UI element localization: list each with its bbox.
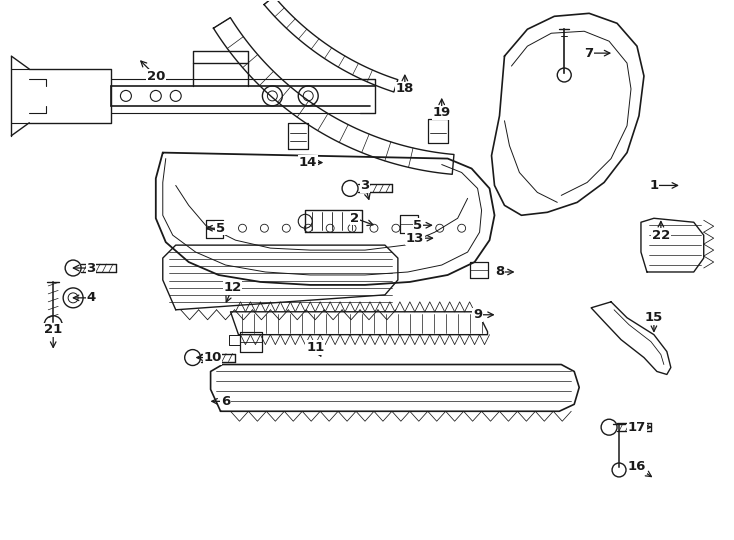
Text: 13: 13 bbox=[406, 232, 424, 245]
Text: 18: 18 bbox=[396, 83, 414, 96]
Text: 10: 10 bbox=[203, 351, 222, 364]
Text: 2: 2 bbox=[350, 212, 360, 225]
Text: 6: 6 bbox=[221, 395, 230, 408]
Text: 5: 5 bbox=[216, 222, 225, 235]
Text: 16: 16 bbox=[628, 461, 646, 474]
Text: 22: 22 bbox=[652, 228, 670, 242]
Text: 11: 11 bbox=[306, 341, 324, 354]
Text: 14: 14 bbox=[299, 156, 317, 169]
Text: 7: 7 bbox=[584, 46, 594, 59]
Text: 8: 8 bbox=[495, 266, 504, 279]
Text: 4: 4 bbox=[87, 292, 95, 305]
Text: 1: 1 bbox=[650, 179, 658, 192]
Text: 21: 21 bbox=[44, 323, 62, 336]
Text: 5: 5 bbox=[413, 219, 422, 232]
Text: 17: 17 bbox=[628, 421, 646, 434]
Text: 3: 3 bbox=[87, 261, 95, 274]
Text: 20: 20 bbox=[147, 70, 165, 83]
Text: 3: 3 bbox=[360, 179, 370, 192]
Text: 9: 9 bbox=[473, 308, 482, 321]
Text: 19: 19 bbox=[432, 106, 451, 119]
Text: 15: 15 bbox=[644, 311, 663, 324]
Text: 12: 12 bbox=[223, 281, 241, 294]
